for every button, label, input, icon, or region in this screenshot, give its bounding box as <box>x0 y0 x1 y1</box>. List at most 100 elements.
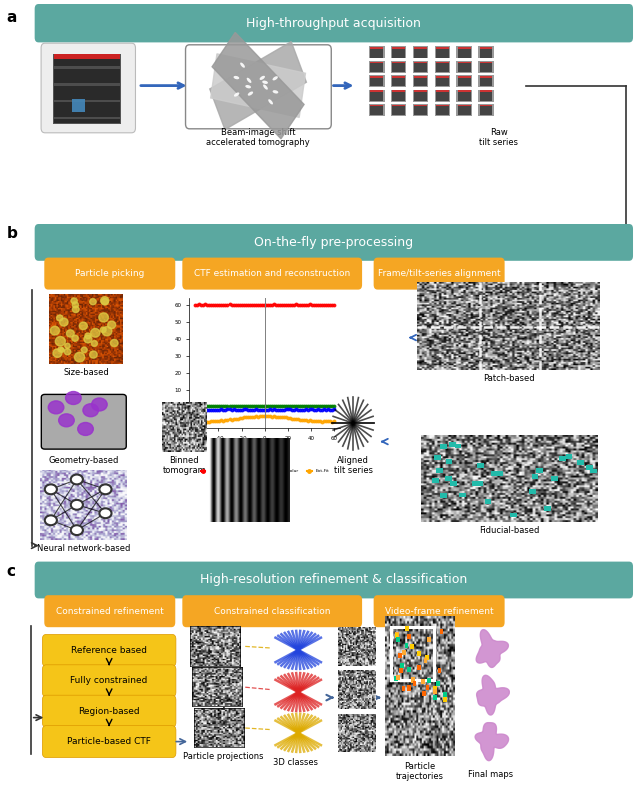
Bar <box>370 76 383 78</box>
Bar <box>436 49 449 58</box>
Bar <box>435 104 450 116</box>
Bar <box>443 697 447 702</box>
Bar <box>391 61 406 73</box>
Bar <box>394 676 398 682</box>
Circle shape <box>78 422 93 435</box>
Bar <box>412 678 415 682</box>
Text: High-throughput acquisition: High-throughput acquisition <box>247 17 421 30</box>
Bar <box>413 61 428 73</box>
Bar <box>370 47 383 49</box>
Bar <box>433 689 437 694</box>
Bar <box>436 92 449 101</box>
Bar <box>456 104 472 116</box>
Bar <box>480 62 492 63</box>
Text: Geometry-based: Geometry-based <box>48 456 119 465</box>
Bar <box>417 651 421 656</box>
Bar <box>370 90 383 92</box>
Text: Neural network-based: Neural network-based <box>37 544 130 553</box>
Text: Fiducial-based: Fiducial-based <box>479 526 539 534</box>
Bar <box>392 47 405 49</box>
Bar <box>455 443 462 448</box>
Bar <box>458 90 471 92</box>
Bar <box>391 46 406 58</box>
Ellipse shape <box>262 81 268 84</box>
Bar <box>480 49 492 58</box>
Text: Constrained classification: Constrained classification <box>214 606 331 616</box>
Bar <box>456 46 472 58</box>
Text: Particle picking: Particle picking <box>75 269 144 278</box>
Circle shape <box>65 391 81 405</box>
Bar <box>458 105 471 106</box>
Bar <box>399 668 403 674</box>
Ellipse shape <box>273 90 278 94</box>
Circle shape <box>58 347 64 352</box>
Ellipse shape <box>248 91 253 96</box>
Bar <box>392 49 405 58</box>
FancyBboxPatch shape <box>44 595 175 627</box>
Bar <box>435 90 450 102</box>
Bar <box>392 92 405 101</box>
Bar <box>529 490 535 494</box>
FancyBboxPatch shape <box>35 562 633 598</box>
FancyBboxPatch shape <box>182 595 362 627</box>
Bar <box>402 686 405 691</box>
Ellipse shape <box>240 62 245 68</box>
Text: Raw
tilt series: Raw tilt series <box>480 128 518 147</box>
Bar <box>436 78 449 86</box>
Circle shape <box>65 343 70 349</box>
Text: ⋮: ⋮ <box>216 701 230 715</box>
Bar <box>480 76 492 78</box>
Bar <box>391 627 434 680</box>
Text: Final maps: Final maps <box>468 770 513 778</box>
FancyBboxPatch shape <box>44 258 175 290</box>
Bar <box>369 90 385 102</box>
Bar <box>485 499 491 504</box>
Bar <box>443 692 447 697</box>
Bar <box>403 650 406 655</box>
Bar <box>551 476 558 481</box>
Bar <box>458 62 471 63</box>
Bar <box>407 686 411 690</box>
Bar <box>476 482 483 486</box>
Ellipse shape <box>247 78 252 83</box>
FancyBboxPatch shape <box>35 4 633 42</box>
Bar <box>566 454 573 458</box>
Bar <box>370 105 383 106</box>
Ellipse shape <box>234 76 239 79</box>
Bar <box>440 444 447 449</box>
Text: a: a <box>6 10 17 25</box>
Text: Frame/tilt-series alignment: Frame/tilt-series alignment <box>377 269 501 278</box>
Bar <box>434 455 440 460</box>
Circle shape <box>73 302 78 308</box>
Circle shape <box>91 341 98 346</box>
Circle shape <box>72 335 78 342</box>
Bar <box>370 49 383 58</box>
Polygon shape <box>211 54 306 118</box>
Circle shape <box>102 326 112 336</box>
Ellipse shape <box>263 85 268 90</box>
X-axis label: Tilt angle (deg.wor): Tilt angle (deg.wor) <box>241 446 289 451</box>
Circle shape <box>90 351 97 358</box>
FancyBboxPatch shape <box>186 45 331 129</box>
Circle shape <box>50 326 60 335</box>
Bar <box>413 90 428 102</box>
Bar <box>458 76 471 78</box>
Bar <box>478 61 494 73</box>
Bar <box>458 78 471 86</box>
Bar <box>436 90 449 92</box>
Bar <box>449 442 456 447</box>
Bar <box>480 78 492 86</box>
Bar <box>369 104 385 116</box>
Bar <box>432 478 439 483</box>
Text: 3D classes: 3D classes <box>273 758 318 766</box>
Text: Particle
trajectories: Particle trajectories <box>396 762 444 781</box>
Bar <box>426 685 429 690</box>
Bar <box>458 63 471 72</box>
Bar <box>480 90 492 92</box>
Bar <box>407 634 411 639</box>
Bar <box>417 665 421 670</box>
Bar <box>456 61 472 73</box>
Text: Reference based: Reference based <box>71 646 147 655</box>
Text: c: c <box>6 564 15 579</box>
Bar <box>392 105 405 106</box>
